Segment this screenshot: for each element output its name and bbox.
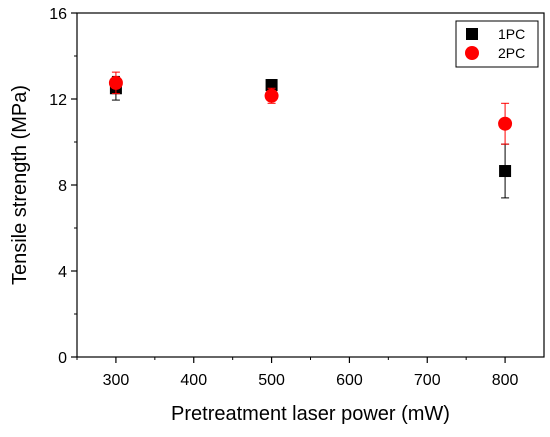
x-tick-label: 600: [336, 372, 363, 389]
data-point-1PC: [499, 165, 512, 178]
x-tick-label: 800: [492, 372, 519, 389]
legend-marker-2PC: [465, 46, 479, 60]
legend-box: [455, 20, 539, 68]
data-point-2PC: [264, 88, 279, 103]
ticks: 300 400 500 600 700 800 0 4 8 12 16: [49, 6, 518, 389]
y-tick-label: 8: [58, 178, 67, 195]
y-tick-label: 12: [49, 92, 67, 109]
series-1PC: [109, 75, 512, 199]
data-marks: [108, 71, 513, 199]
y-axis-title: Tensile strength (MPa): [9, 85, 31, 285]
series-2PC: [108, 71, 513, 145]
y-tick-label: 0: [58, 350, 67, 367]
legend-label-2PC: 2PC: [498, 45, 525, 61]
x-tick-label: 300: [103, 372, 130, 389]
y-tick-label: 4: [58, 264, 67, 281]
data-point-2PC: [108, 75, 123, 90]
x-axis-title: Pretreatment laser power (mW): [171, 403, 450, 425]
y-tick-label: 16: [49, 6, 67, 23]
data-point-2PC: [498, 116, 513, 131]
x-tick-label: 500: [258, 372, 285, 389]
x-tick-label: 700: [414, 372, 441, 389]
legend-label-1PC: 1PC: [498, 26, 525, 42]
x-tick-label: 400: [180, 372, 207, 389]
legend-marker-1PC: [466, 28, 478, 40]
